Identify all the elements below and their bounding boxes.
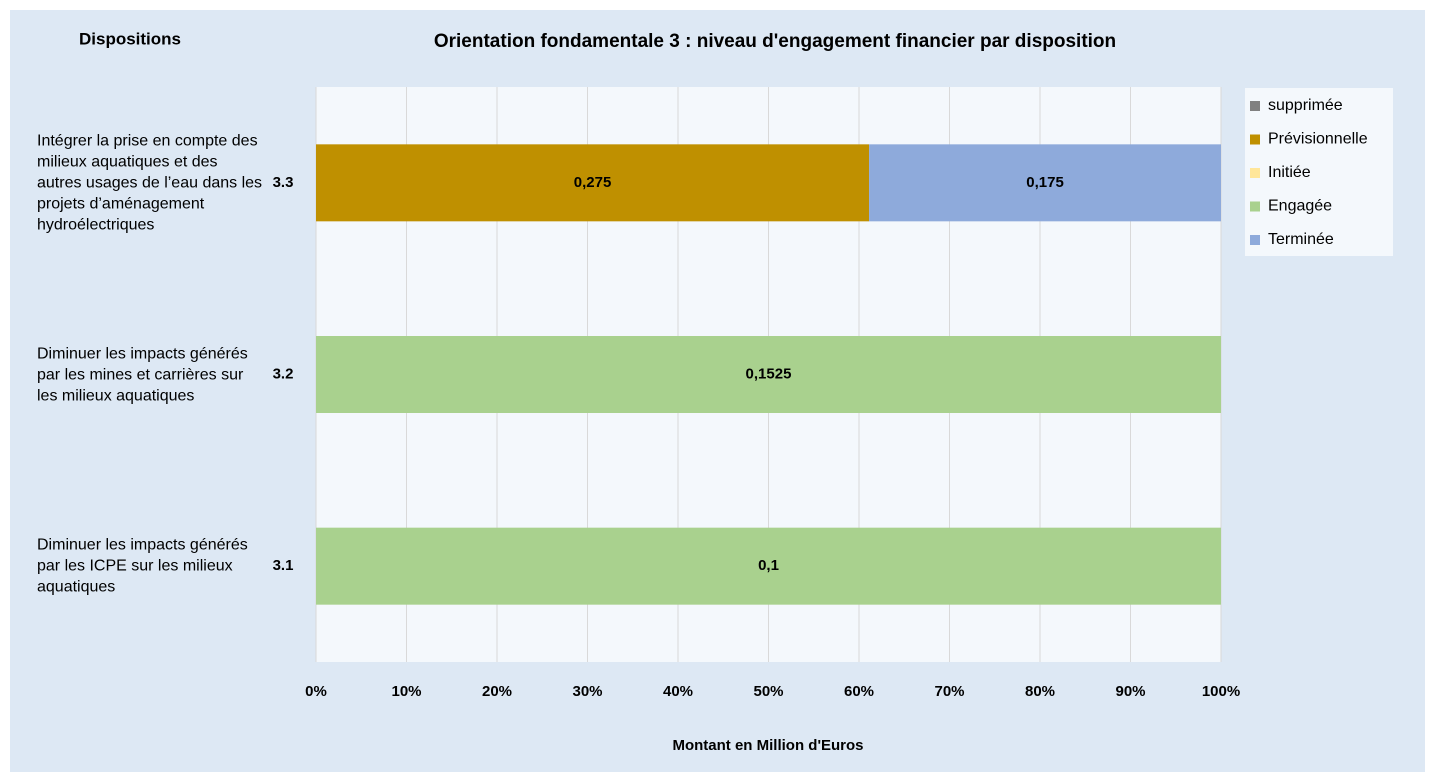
x-tick-label: 60% — [844, 683, 874, 700]
bar-segment — [316, 527, 1221, 605]
x-tick-label: 70% — [934, 683, 964, 700]
legend-swatch — [1250, 201, 1260, 212]
bar-segment — [316, 336, 1221, 413]
bar-segment — [316, 144, 870, 222]
legend-label: Engagée — [1268, 198, 1332, 215]
x-tick-label: 30% — [572, 683, 602, 700]
data-label: 0,1 — [758, 557, 779, 574]
category-header: Dispositions — [79, 29, 181, 48]
data-label: 0,175 — [1026, 174, 1064, 191]
category-description: Intégrer la prise en compte des milieux … — [37, 132, 263, 234]
x-tick-label: 0% — [305, 683, 327, 700]
legend-label: supprimée — [1268, 97, 1343, 114]
x-tick-label: 40% — [663, 683, 693, 700]
category-label: 3.3 — [273, 174, 294, 191]
x-tick-label: 20% — [482, 683, 512, 700]
legend-swatch — [1250, 168, 1260, 178]
legend-label: Terminée — [1268, 231, 1334, 248]
x-tick-label: 100% — [1202, 683, 1240, 700]
category-description: Diminuer les impacts générés par les ICP… — [37, 536, 248, 596]
x-axis-label: Montant en Million d'Euros — [672, 737, 863, 754]
bar-segment — [869, 144, 1221, 222]
category-description: Diminuer les impacts générés par les min… — [37, 345, 248, 404]
category-label: 3.1 — [273, 557, 294, 574]
legend-label: Prévisionnelle — [1268, 131, 1368, 148]
legend-box — [1245, 88, 1393, 256]
legend-swatch — [1250, 235, 1260, 245]
data-label: 0,1525 — [746, 365, 792, 382]
legend-label: Initiée — [1268, 164, 1311, 181]
chart-title: Orientation fondamentale 3 : niveau d'en… — [434, 31, 1116, 52]
category-label: 3.2 — [273, 365, 294, 382]
x-tick-label: 80% — [1025, 683, 1055, 700]
x-tick-label: 90% — [1115, 683, 1145, 700]
legend-swatch — [1250, 134, 1260, 145]
x-tick-label: 10% — [391, 683, 421, 700]
legend-swatch — [1250, 101, 1260, 111]
x-tick-label: 50% — [753, 683, 783, 700]
data-label: 0,275 — [574, 174, 612, 191]
